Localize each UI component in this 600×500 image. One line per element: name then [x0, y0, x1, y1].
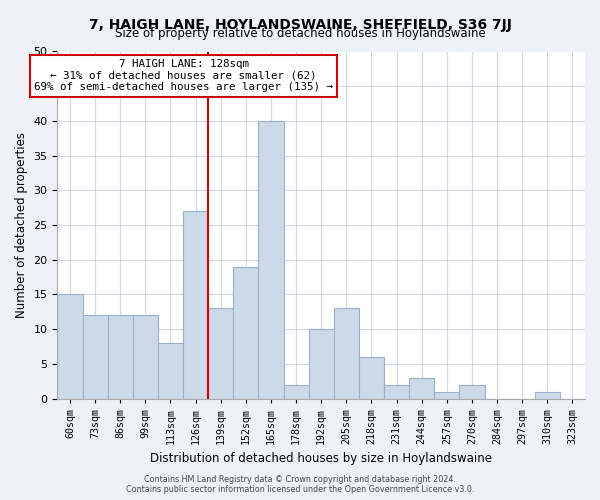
Y-axis label: Number of detached properties: Number of detached properties	[15, 132, 28, 318]
Bar	[308, 329, 334, 398]
Bar	[208, 308, 233, 398]
Bar	[259, 121, 284, 398]
X-axis label: Distribution of detached houses by size in Hoylandswaine: Distribution of detached houses by size …	[150, 452, 492, 465]
Bar	[384, 385, 409, 398]
Bar	[233, 266, 259, 398]
Text: 7, HAIGH LANE, HOYLANDSWAINE, SHEFFIELD, S36 7JJ: 7, HAIGH LANE, HOYLANDSWAINE, SHEFFIELD,…	[89, 18, 511, 32]
Bar	[107, 316, 133, 398]
Bar	[460, 385, 485, 398]
Bar	[158, 343, 183, 398]
Bar	[535, 392, 560, 398]
Bar	[284, 385, 308, 398]
Text: 7 HAIGH LANE: 128sqm
← 31% of detached houses are smaller (62)
69% of semi-detac: 7 HAIGH LANE: 128sqm ← 31% of detached h…	[34, 59, 333, 92]
Bar	[359, 357, 384, 399]
Text: Contains HM Land Registry data © Crown copyright and database right 2024.
Contai: Contains HM Land Registry data © Crown c…	[126, 474, 474, 494]
Bar	[58, 294, 83, 399]
Bar	[133, 316, 158, 398]
Bar	[434, 392, 460, 398]
Bar	[334, 308, 359, 398]
Bar	[183, 211, 208, 398]
Bar	[83, 316, 107, 398]
Bar	[409, 378, 434, 398]
Text: Size of property relative to detached houses in Hoylandswaine: Size of property relative to detached ho…	[115, 28, 485, 40]
